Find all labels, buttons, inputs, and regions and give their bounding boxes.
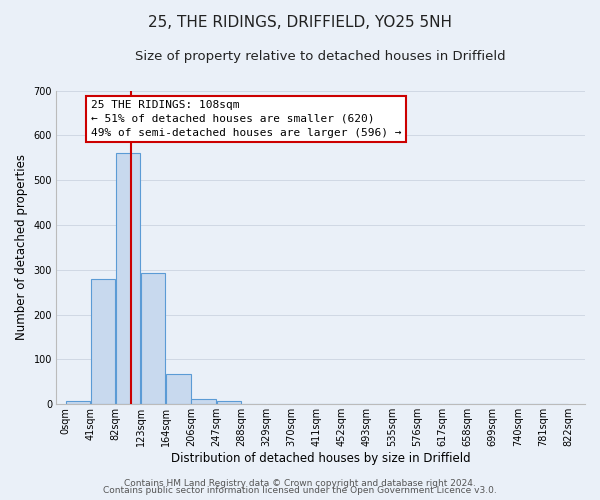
Title: Size of property relative to detached houses in Driffield: Size of property relative to detached ho… (135, 50, 506, 63)
Bar (141, 274, 166, 404)
Bar (191, 399, 216, 404)
Bar (116, 154, 140, 404)
Text: Contains HM Land Registry data © Crown copyright and database right 2024.: Contains HM Land Registry data © Crown c… (124, 478, 476, 488)
Text: 25, THE RIDINGS, DRIFFIELD, YO25 5NH: 25, THE RIDINGS, DRIFFIELD, YO25 5NH (148, 15, 452, 30)
Bar (65, 401, 91, 404)
Text: Contains public sector information licensed under the Open Government Licence v3: Contains public sector information licen… (103, 486, 497, 495)
Bar (91, 279, 115, 404)
Bar (166, 374, 191, 404)
X-axis label: Distribution of detached houses by size in Driffield: Distribution of detached houses by size … (171, 452, 470, 465)
Text: 25 THE RIDINGS: 108sqm
← 51% of detached houses are smaller (620)
49% of semi-de: 25 THE RIDINGS: 108sqm ← 51% of detached… (91, 100, 401, 138)
Bar (217, 400, 241, 404)
Y-axis label: Number of detached properties: Number of detached properties (15, 154, 28, 340)
